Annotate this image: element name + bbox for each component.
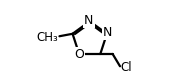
Text: N: N bbox=[84, 14, 94, 27]
Text: O: O bbox=[74, 48, 84, 61]
Text: N: N bbox=[103, 26, 112, 39]
Text: CH₃: CH₃ bbox=[36, 31, 58, 44]
Text: Cl: Cl bbox=[121, 61, 132, 74]
